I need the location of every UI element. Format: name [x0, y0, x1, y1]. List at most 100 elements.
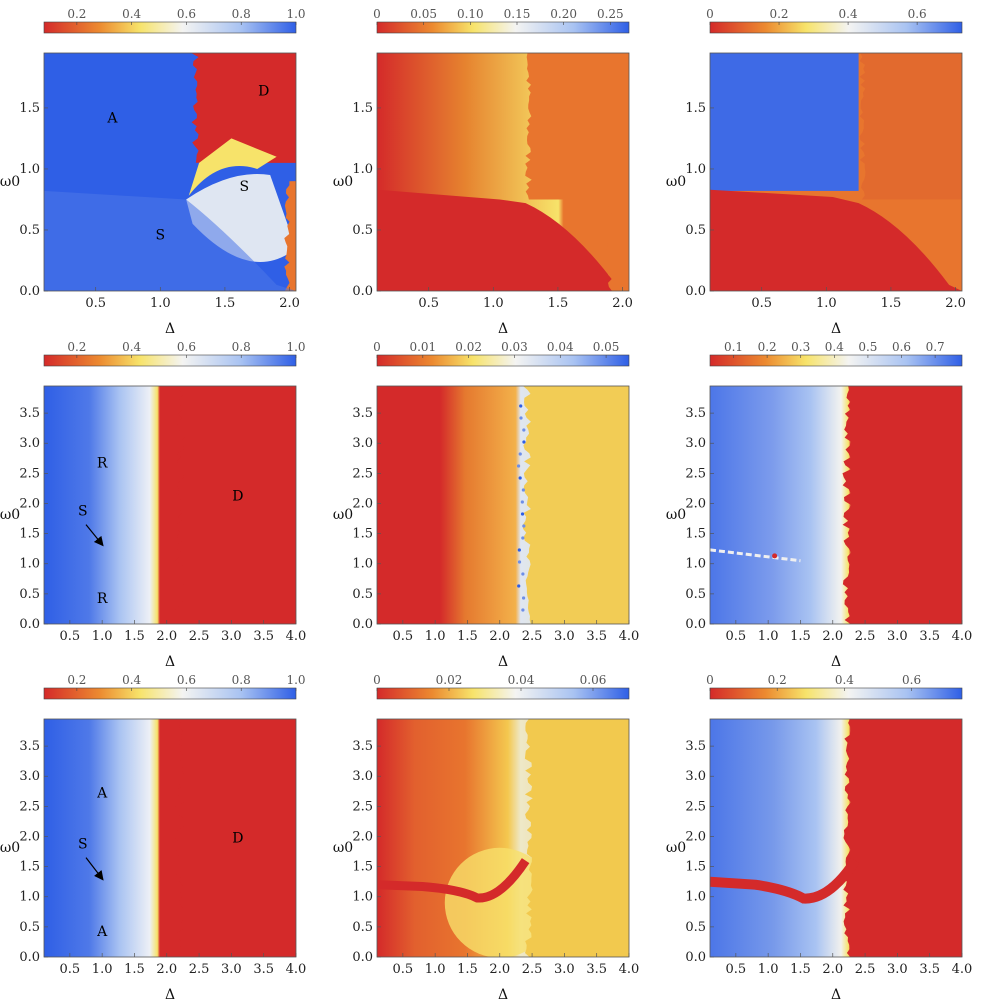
colorbar-tick-label: 0.2 [67, 7, 86, 21]
y-tick-label: 1.0 [352, 890, 373, 905]
heat-region-yellow [522, 386, 629, 624]
x-tick-label: 3.0 [554, 629, 575, 644]
y-tick-label: 2.0 [685, 496, 706, 511]
panel-r1c3: 0 0.2 0.4 0.6 0.5 1.0 1.5 2.0 0.0 0.5 1.0 1.5 Δω0 [666, 7, 966, 337]
y-tick-label: 1.5 [19, 860, 40, 875]
colorbar-tick-label: 0.4 [825, 340, 844, 354]
y-tick-label: 2.5 [685, 466, 706, 481]
region-label: A [106, 111, 118, 127]
y-tick-label: 3.0 [352, 436, 373, 451]
y-tick-label: 1.0 [352, 557, 373, 572]
x-tick-label: 1.5 [457, 962, 478, 977]
colorbar-tick-label: 0.03 [501, 340, 528, 354]
colorbar-tick-label: 1.0 [286, 7, 305, 21]
x-tick-label: 3.0 [221, 629, 242, 644]
y-tick-label: 2.5 [685, 799, 706, 814]
x-tick-label: 0.5 [418, 296, 439, 311]
x-axis-label: Δ [831, 654, 841, 670]
x-tick-label: 1.0 [816, 296, 837, 311]
y-tick-label: 2.5 [352, 466, 373, 481]
colorbar-tick-label: 0 [373, 7, 381, 21]
x-tick-label: 2.0 [489, 962, 510, 977]
heatmap [44, 53, 296, 291]
colorbar-tick-label: 1.0 [286, 340, 305, 354]
x-tick-label: 3.5 [586, 629, 607, 644]
x-tick-label: 3.0 [554, 962, 575, 977]
x-tick-label: 3.5 [919, 962, 940, 977]
x-tick-label: 0.5 [85, 296, 106, 311]
x-tick-label: 4.0 [952, 629, 973, 644]
x-tick-label: 1.5 [124, 629, 145, 644]
y-tick-label: 3.5 [19, 739, 40, 754]
y-tick-label: 0.0 [19, 950, 40, 965]
region-red-low [710, 189, 962, 291]
colorbar-tick-label: 0.6 [892, 340, 911, 354]
heatmap [44, 719, 296, 957]
x-tick-label: 1.5 [124, 962, 145, 977]
colorbar [709, 21, 963, 34]
colorbar [376, 687, 630, 700]
y-tick-label: 0.0 [685, 284, 706, 299]
colorbar-tick-label: 0.2 [67, 340, 86, 354]
x-tick-label: 1.5 [881, 296, 902, 311]
panel-r2c3: 0.1 0.2 0.3 0.4 0.5 0.6 0.7 0.5 1.0 1.5 2.0 2.5 3.0 3… [666, 340, 973, 670]
colorbar-tick-label: 0.6 [177, 673, 196, 687]
colorbar-tick-label: 0.7 [926, 340, 945, 354]
region-label: R [97, 455, 108, 471]
colorbar-tick-label: 0 [373, 340, 381, 354]
colorbar-tick-label: 0 [706, 673, 714, 687]
heat-curve [710, 857, 860, 904]
y-tick-label: 0.0 [19, 284, 40, 299]
region-label: S [78, 504, 88, 520]
x-tick-label: 2.0 [822, 629, 843, 644]
x-tick-label: 0.5 [726, 629, 747, 644]
x-tick-label: 2.0 [489, 629, 510, 644]
panel-r3c2: 0 0.02 0.04 0.06 0.5 1.0 1.5 2.0 2.5 3.0 3.5 4.0 0.0… [333, 673, 640, 1000]
panel-r3c3: 0 0.2 0.4 0.6 0.5 1.0 1.5 2.0 2.5 3.0 3.5 4.0 0.0 0.5… [666, 673, 973, 1000]
x-tick-label: 4.0 [286, 629, 307, 644]
heatmap [377, 53, 629, 291]
colorbar-tick-label: 0.4 [122, 7, 141, 21]
region-label: S [240, 179, 250, 195]
heat-speckle [521, 608, 525, 612]
colorbar [709, 687, 963, 700]
y-tick-label: 0.5 [352, 587, 373, 602]
colorbar [43, 21, 297, 34]
plot-frame [376, 385, 630, 625]
y-tick-label: 1.5 [685, 860, 706, 875]
heat-speckle [518, 452, 522, 456]
heat-dot [772, 553, 778, 559]
y-tick-label: 1.0 [19, 557, 40, 572]
x-tick-label: 3.0 [887, 962, 908, 977]
y-axis-label: ω0 [666, 174, 686, 190]
x-tick-label: 4.0 [619, 962, 640, 977]
heatmap [710, 53, 962, 291]
plot-frame [43, 718, 297, 958]
y-tick-label: 0.5 [19, 223, 40, 238]
heat-speckle [521, 596, 526, 600]
x-tick-label: 1.0 [758, 962, 779, 977]
x-axis-label: Δ [831, 321, 841, 337]
heat-speckle [520, 512, 525, 516]
x-tick-label: 2.5 [189, 629, 210, 644]
y-tick-label: 1.5 [352, 527, 373, 542]
heat-speckle [522, 524, 526, 528]
colorbar-tick-label: 0 [706, 7, 714, 21]
colorbar-tick-label: 0.1 [724, 340, 743, 354]
region-label: D [258, 84, 269, 100]
panel-r2c2: 0 0.01 0.02 0.03 0.04 0.05 0.5 1.0 1.5 2.0 2.5 3.0 3… [333, 340, 640, 670]
colorbar-tick-label: 0.6 [902, 673, 921, 687]
colorbar-tick-label: 0.8 [232, 673, 251, 687]
x-tick-label: 2.5 [189, 962, 210, 977]
y-tick-label: 2.0 [19, 829, 40, 844]
colorbar-tick-label: 1.0 [286, 673, 305, 687]
y-axis-label: ω0 [333, 174, 353, 190]
plot-frame [376, 718, 630, 958]
plot-frame [43, 385, 297, 625]
annotation-arrow [85, 857, 104, 881]
y-tick-label: 0.5 [19, 920, 40, 935]
phase-region-D [191, 53, 296, 163]
x-axis-label: Δ [831, 987, 841, 1000]
x-tick-label: 2.0 [945, 296, 966, 311]
heat-region-red [377, 189, 629, 291]
